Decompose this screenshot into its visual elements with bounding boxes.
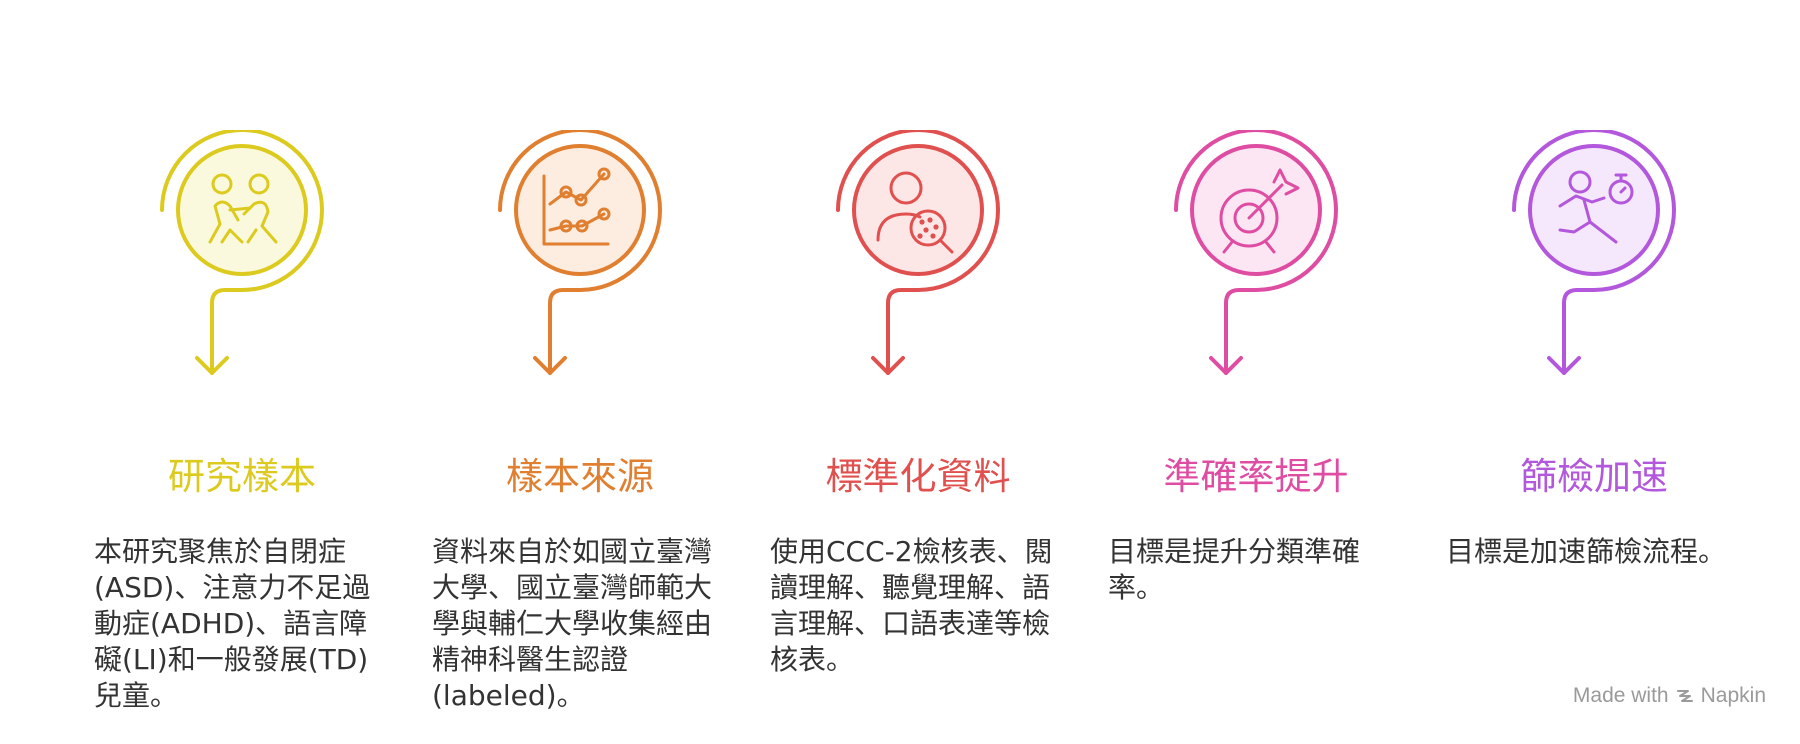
- step-2-description: 資料來自於如國立臺灣大學、國立臺灣師範大學與輔仁大學收集經由精神科醫生認證(la…: [432, 535, 713, 712]
- step-5-graphic: [1512, 130, 1676, 375]
- step-5-description: 目標是加速篩檢流程。: [1446, 535, 1727, 568]
- step-5-connector: [1562, 288, 1596, 375]
- step-5-arc: [1512, 130, 1676, 292]
- step-4-graphic: [1174, 130, 1338, 375]
- step-3-circle: [852, 144, 984, 276]
- line-chart-icon: [542, 167, 611, 246]
- step-1-title: 研究樣本: [168, 455, 316, 498]
- step-2: 樣本來源 資料來自於如國立臺灣大學、國立臺灣師範大學與輔仁大學收集經由精神科醫生…: [410, 0, 750, 744]
- step-2-title: 樣本來源: [506, 455, 654, 498]
- step-2-connector: [548, 288, 582, 375]
- step-3: 標準化資料 使用CCC-2檢核表、閱讀理解、聽覺理解、語言理解、口語表達等檢核表…: [748, 0, 1088, 744]
- step-5-title: 篩檢加速: [1520, 455, 1668, 498]
- step-4-arrow-down-icon: [1209, 356, 1243, 375]
- napkin-logo-icon: [1676, 690, 1693, 702]
- dots-icon: [917, 217, 939, 239]
- made-with-napkin-credit: Made with Napkin: [1573, 684, 1766, 708]
- step-4-connector: [1224, 288, 1258, 375]
- step-3-arc: [836, 130, 1000, 292]
- step-2-graphic: [498, 130, 662, 375]
- step-2-circle: [514, 144, 646, 276]
- step-1: 研究樣本 本研究聚焦於自閉症(ASD)、注意力不足過動症(ADHD)、語言障礙(…: [72, 0, 412, 744]
- step-3-connector: [886, 288, 920, 375]
- step-5-circle: [1528, 144, 1660, 276]
- step-1-graphic: [160, 130, 324, 375]
- credit-prefix: Made with: [1572, 684, 1669, 707]
- step-4-arc: [1174, 130, 1338, 292]
- step-3-graphic: [836, 130, 1000, 375]
- user-search-icon: [876, 171, 954, 254]
- running-timer-icon: [1558, 170, 1634, 244]
- credit-brand: Napkin: [1700, 684, 1766, 707]
- step-3-arrow-down-icon: [871, 356, 905, 375]
- children-icon: [208, 173, 278, 244]
- step-1-arc: [160, 130, 324, 292]
- step-2-arc: [498, 130, 662, 292]
- step-1-arrow-down-icon: [195, 356, 229, 375]
- step-2-arrow-down-icon: [533, 356, 567, 375]
- step-4: 準確率提升 目標是提升分類準確率。: [1086, 0, 1426, 744]
- step-4-title: 準確率提升: [1163, 455, 1349, 498]
- step-3-title: 標準化資料: [825, 455, 1011, 498]
- step-4-description: 目標是提升分類準確率。: [1108, 535, 1361, 604]
- step-1-connector: [210, 288, 244, 375]
- step-5-arrow-down-icon: [1547, 356, 1581, 375]
- target-arrow-icon: [1219, 168, 1300, 254]
- step-1-description: 本研究聚焦於自閉症(ASD)、注意力不足過動症(ADHD)、語言障礙(LI)和一…: [94, 535, 371, 712]
- step-5: 篩檢加速 目標是加速篩檢流程。: [1424, 0, 1764, 744]
- step-3-description: 使用CCC-2檢核表、閱讀理解、聽覺理解、語言理解、口語表達等檢核表。: [770, 535, 1053, 676]
